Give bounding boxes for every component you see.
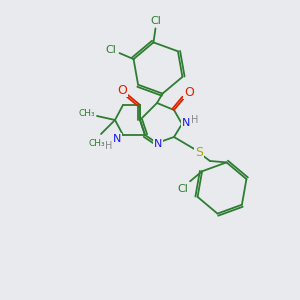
Text: N: N <box>154 139 162 149</box>
Text: N: N <box>182 118 190 128</box>
Text: Cl: Cl <box>150 16 161 26</box>
Text: O: O <box>117 83 127 97</box>
Text: S: S <box>195 146 203 158</box>
Text: CH₃: CH₃ <box>89 139 105 148</box>
Text: CH₃: CH₃ <box>79 110 95 118</box>
Text: Cl: Cl <box>178 184 188 194</box>
Text: H: H <box>191 115 199 125</box>
Text: Cl: Cl <box>105 45 116 55</box>
Text: O: O <box>184 85 194 98</box>
Text: H: H <box>105 141 113 151</box>
Text: N: N <box>113 134 121 144</box>
